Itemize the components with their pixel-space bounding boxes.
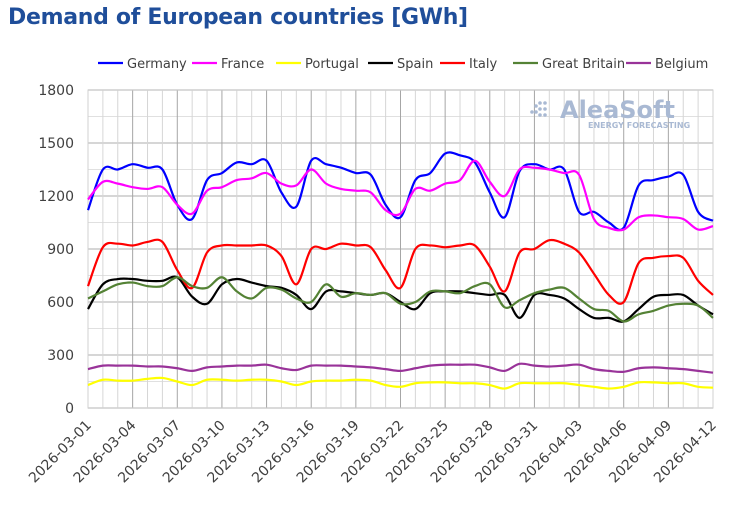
legend-label: Germany <box>127 57 187 72</box>
watermark-logo: AleaSoft <box>560 96 675 124</box>
watermark-dot <box>530 110 534 114</box>
legend-label: Great Britain <box>542 57 625 72</box>
plot-border <box>87 89 714 409</box>
watermark-dot <box>543 101 547 105</box>
series-line-germany <box>86 151 714 232</box>
watermark-dot <box>538 101 542 105</box>
y-tick-label: 0 <box>65 401 74 417</box>
legend-label: Spain <box>397 57 433 72</box>
series-line-portugal <box>87 376 714 390</box>
y-tick-label: 600 <box>47 295 74 311</box>
legend-label: Italy <box>469 57 498 72</box>
chart-title: Demand of European countries [GWh] <box>8 5 468 30</box>
legend-label: Portugal <box>305 57 359 72</box>
watermark-tagline: ENERGY FORECASTING <box>588 121 690 130</box>
watermark-dot <box>538 107 542 111</box>
series-line-spain <box>87 275 714 323</box>
y-tick-label: 1500 <box>38 136 74 152</box>
y-tick-label: 300 <box>47 348 74 364</box>
watermark-dot <box>534 110 538 114</box>
y-tick-label: 1200 <box>38 189 74 205</box>
watermark-dot <box>534 104 538 108</box>
series-line-great-britain <box>87 276 714 323</box>
legend-label: France <box>221 57 264 72</box>
series-line-belgium <box>87 362 714 374</box>
watermark-dot <box>543 113 547 117</box>
y-tick-label: 900 <box>47 242 74 258</box>
series-line-france <box>87 159 714 232</box>
y-tick-label: 1800 <box>38 83 74 99</box>
watermark-dot <box>543 107 547 111</box>
watermark-dot <box>538 113 542 117</box>
series-line-italy <box>86 238 714 305</box>
legend-label: Belgium <box>655 57 708 72</box>
